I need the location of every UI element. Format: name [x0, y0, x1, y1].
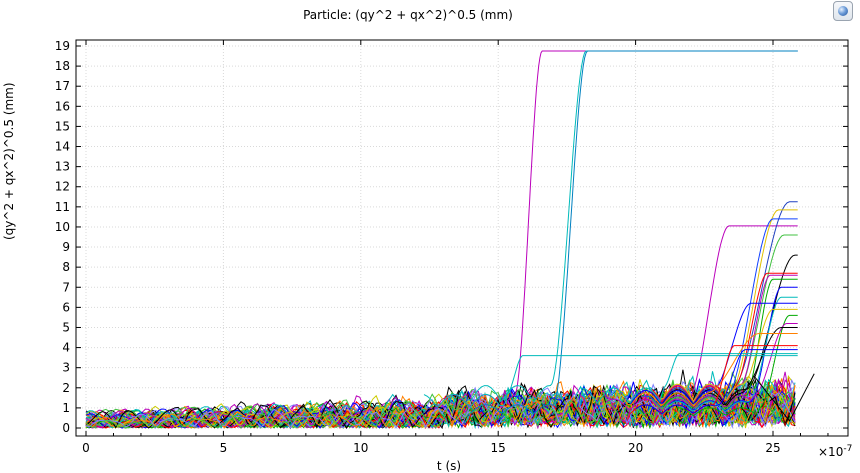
y-tick-label: 0 [62, 421, 70, 435]
escape-trajectory-line [665, 296, 798, 413]
x-tick-label: 0 [82, 441, 90, 455]
dip-line [753, 373, 815, 422]
grid [76, 40, 848, 436]
x-tick-label: 5 [220, 441, 228, 455]
y-tick-label: 2 [62, 381, 70, 395]
x-multiplier-base: ×10 [818, 445, 844, 459]
series-lines [85, 50, 815, 430]
y-tick-label: 19 [55, 39, 70, 53]
y-tick-label: 8 [62, 260, 70, 274]
x-tick-label: 10 [353, 441, 368, 455]
escape-trajectory-line [624, 333, 798, 408]
y-tick-label: 10 [55, 220, 70, 234]
globe-icon[interactable] [833, 1, 853, 21]
y-tick-label: 5 [62, 320, 70, 334]
x-tick-label: 15 [491, 441, 506, 455]
y-tick-label: 9 [62, 240, 70, 254]
trajectory-line [85, 382, 796, 429]
escape-trajectory-line [467, 50, 798, 403]
x-tick-label: 20 [628, 441, 643, 455]
chart-title: Particle: (qy^2 + qx^2)^0.5 (mm) [303, 8, 513, 22]
y-tick-label: 18 [55, 59, 70, 73]
escape-trajectory-line [605, 225, 798, 412]
y-tick-label: 14 [55, 140, 70, 154]
y-tick-label: 11 [55, 200, 70, 214]
escape-trajectory-line [431, 50, 798, 409]
y-tick-label: 13 [55, 160, 70, 174]
escape-trajectory-line [671, 323, 798, 409]
x-axis-label: t (s) [436, 459, 462, 473]
x-multiplier-exponent: -7 [843, 444, 853, 454]
y-tick-label: 1 [62, 401, 70, 415]
y-tick-label: 4 [62, 341, 70, 355]
x-axis-multiplier: ×10-7 [818, 444, 852, 459]
escape-trajectory-line [635, 349, 798, 415]
y-axis-label: (qy^2 + qx^2)^0.5 (mm) [2, 82, 16, 240]
escape-trajectory-line [657, 274, 798, 403]
y-tick-label: 12 [55, 180, 70, 194]
x-ticks: 0 5 10 15 20 25 [82, 40, 829, 455]
y-tick-label: 16 [55, 99, 70, 113]
escape-trajectory-line [660, 308, 798, 403]
escape-trajectory-line [470, 50, 798, 415]
y-tick-label: 3 [62, 361, 70, 375]
escape-trajectory-line [676, 314, 798, 417]
escape-trajectory-line [629, 302, 798, 406]
x-tick-label: 25 [765, 441, 780, 455]
plot-frame [75, 39, 849, 437]
trajectory-line [85, 381, 796, 429]
y-tick-label: 17 [55, 79, 70, 93]
y-tick-label: 6 [62, 300, 70, 314]
y-tick-label: 15 [55, 119, 70, 133]
escape-trajectory-line [423, 355, 798, 408]
escape-trajectory-line [580, 353, 798, 405]
y-tick-label: 7 [62, 280, 70, 294]
